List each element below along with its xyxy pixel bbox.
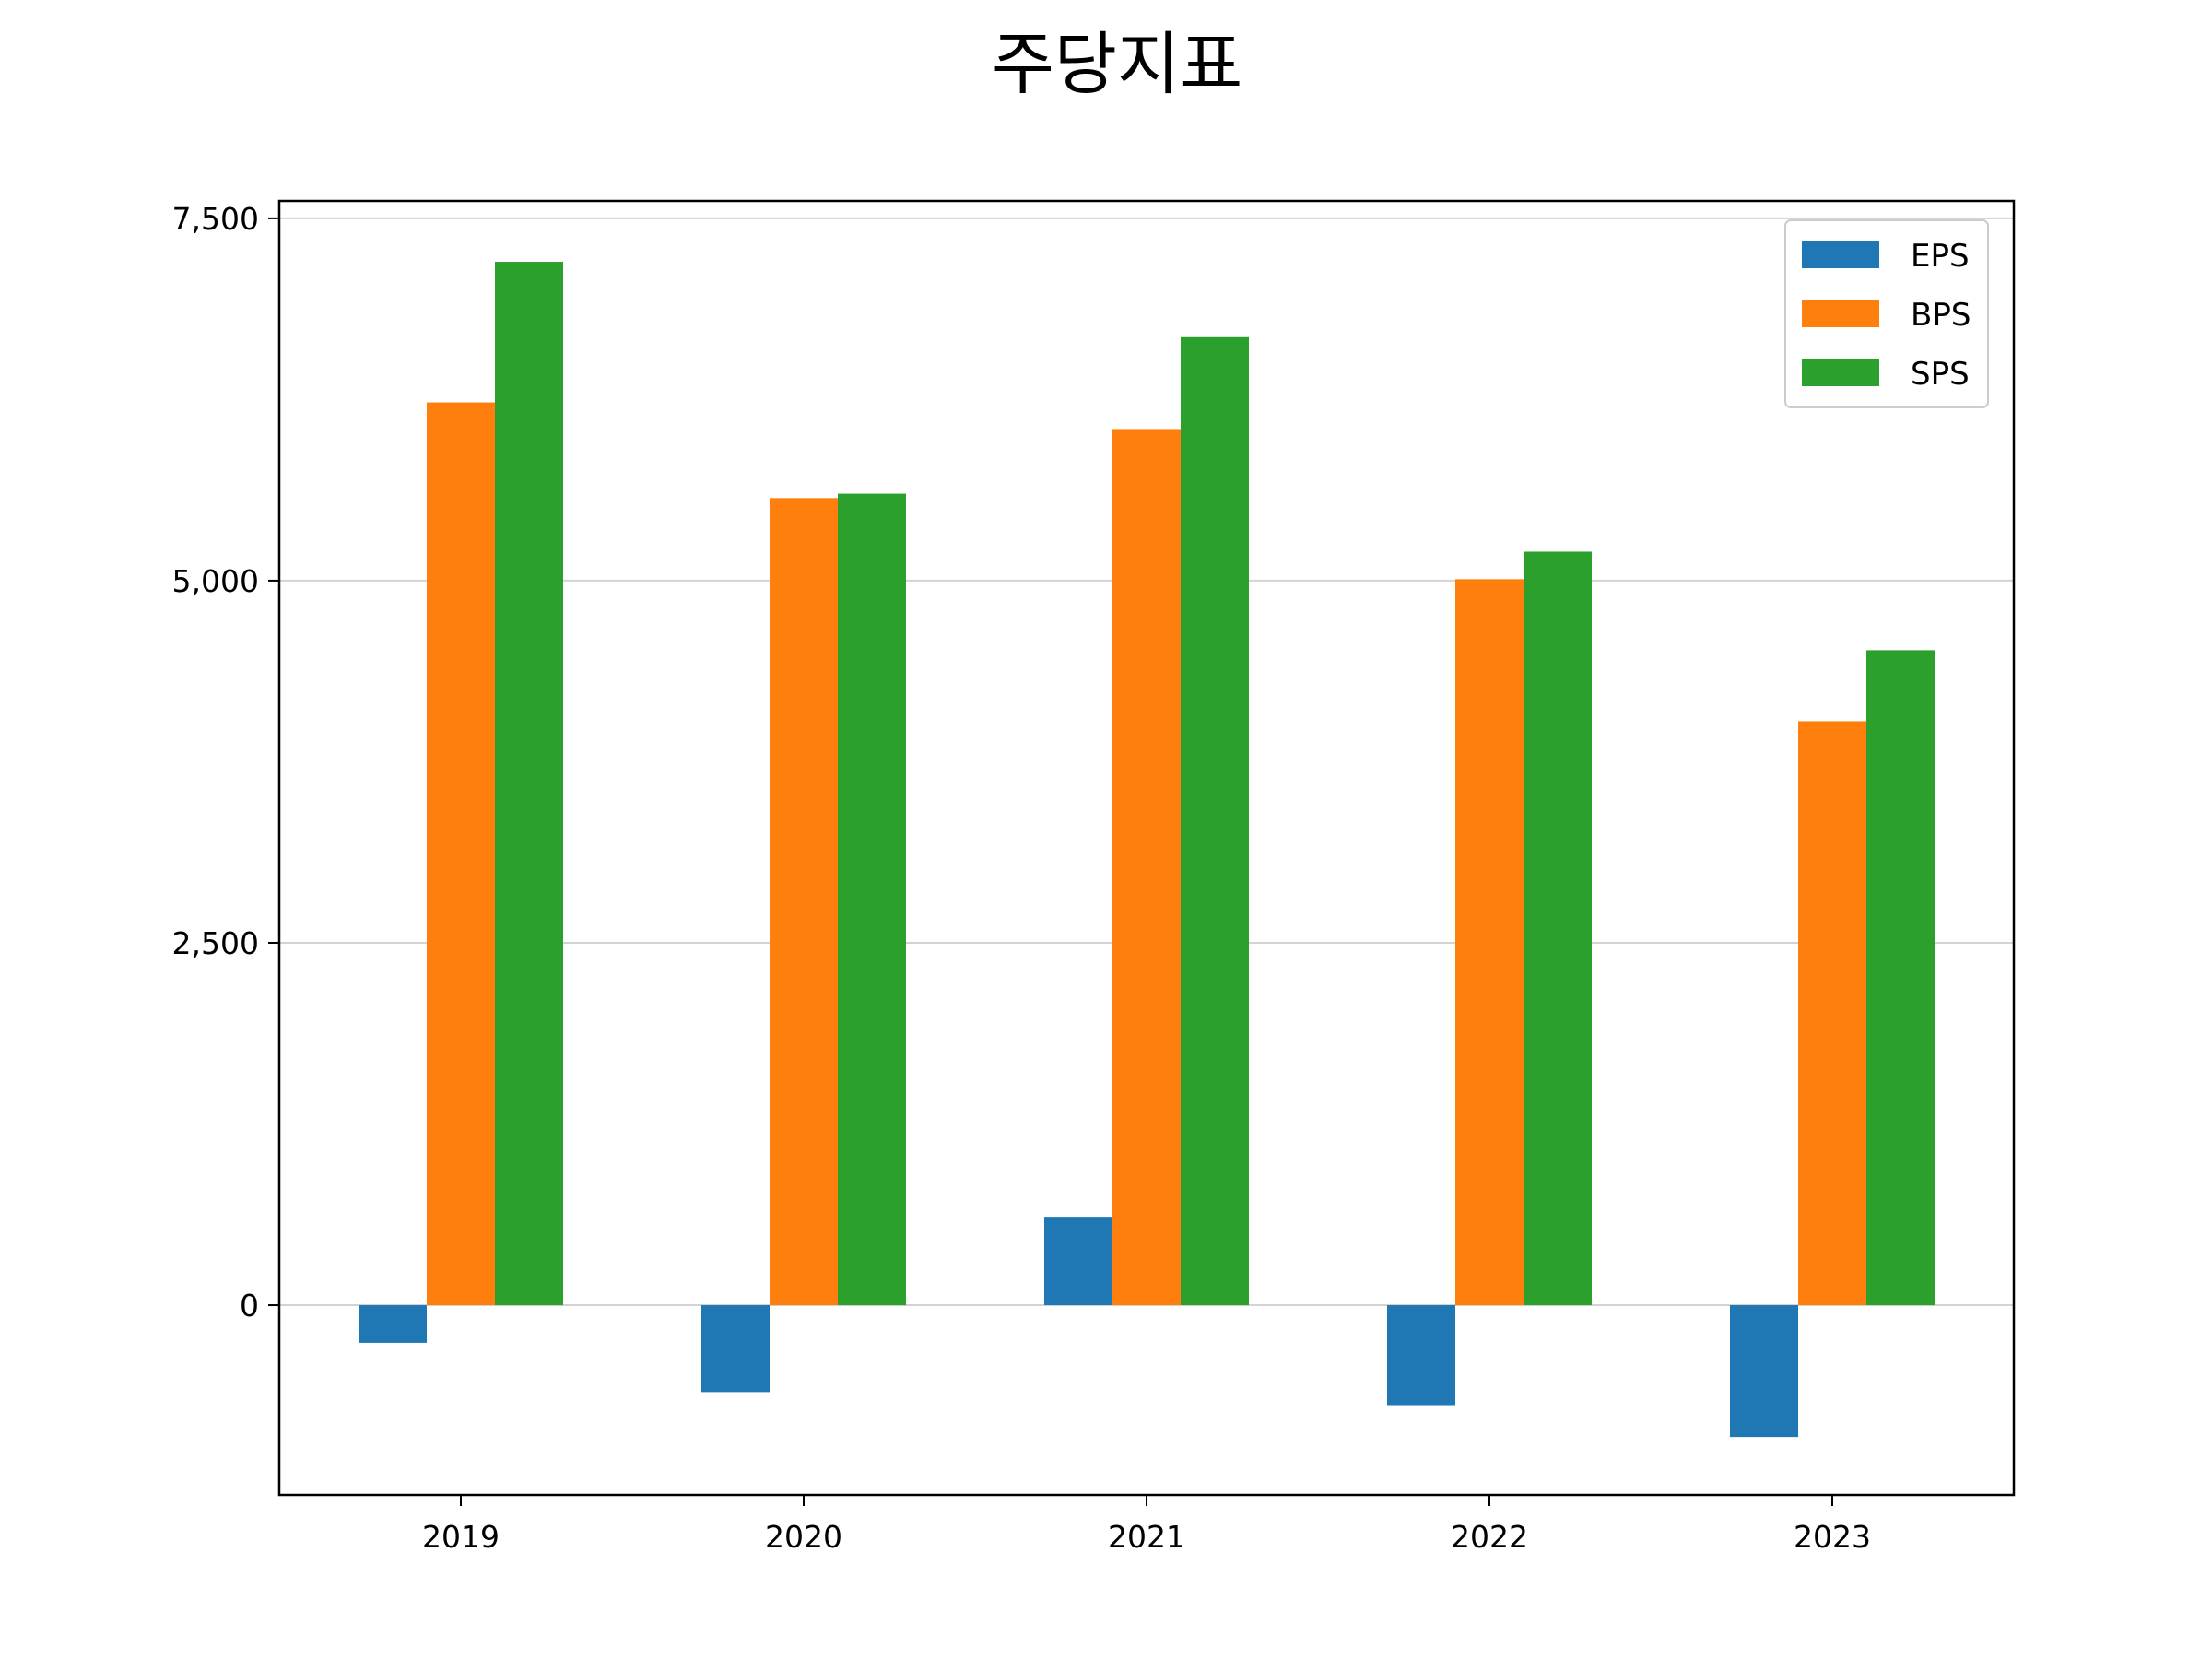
legend-swatch-sps (1802, 359, 1879, 386)
legend-label-eps: EPS (1911, 238, 1970, 275)
legend-label-sps: SPS (1911, 356, 1970, 393)
bar-bps (427, 402, 495, 1306)
x-tick-label: 2019 (422, 1519, 500, 1555)
bar-eps (1730, 1305, 1798, 1438)
tick-labels: 0 2,500 5,000 7,500 2019 2020 2021 2022 2023 (172, 201, 1871, 1555)
bar-bps (770, 498, 838, 1306)
bars (359, 262, 1935, 1438)
y-tick-label: 2,500 (172, 925, 259, 961)
bar-sps (495, 262, 563, 1306)
bar-sps (1181, 336, 1249, 1306)
x-tick-label: 2023 (1794, 1519, 1871, 1555)
chart-title: 주당지표 (992, 25, 1242, 104)
legend: EPS BPS SPS (1784, 219, 1989, 408)
bar-eps (701, 1305, 770, 1393)
x-tick-label: 2022 (1451, 1519, 1528, 1555)
legend-swatch-eps (1802, 241, 1879, 268)
y-tick-label: 0 (240, 1288, 259, 1324)
bar-eps (1387, 1305, 1455, 1406)
bar-bps (1112, 429, 1181, 1306)
bar-sps (1866, 650, 1935, 1306)
bar-eps (1044, 1217, 1112, 1306)
y-tick-label: 7,500 (172, 201, 259, 237)
bar-sps (838, 493, 906, 1306)
bar-eps (359, 1305, 427, 1343)
plot-frame (277, 199, 2016, 1497)
bar-sps (1524, 551, 1592, 1306)
legend-label-bps: BPS (1911, 297, 1971, 334)
x-tick-label: 2020 (765, 1519, 842, 1555)
y-tick-label: 5,000 (172, 563, 259, 599)
legend-swatch-bps (1802, 300, 1879, 327)
axes (268, 199, 2016, 1506)
bar-bps (1798, 721, 1866, 1306)
bar-bps (1455, 579, 1524, 1306)
x-tick-label: 2021 (1108, 1519, 1185, 1555)
